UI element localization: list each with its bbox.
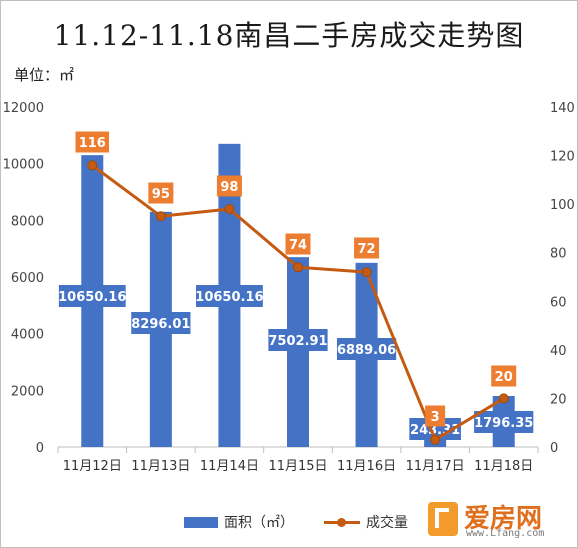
line-data-label: 95 xyxy=(152,187,170,202)
line-data-label-box xyxy=(216,175,242,197)
unit-label: 单位：㎡ xyxy=(14,66,75,84)
line-point xyxy=(224,204,235,214)
bar-data-label-box xyxy=(196,285,263,307)
y-right-tick-label: 140 xyxy=(550,101,575,116)
line-data-label: 74 xyxy=(289,238,307,253)
line-data-label: 20 xyxy=(495,370,513,385)
line-data-label-box xyxy=(148,182,174,204)
x-tick-label: 11月17日 xyxy=(406,459,465,474)
bar-data-label-box xyxy=(268,329,328,351)
line-point xyxy=(155,211,166,222)
site-logo: 爱房网 www.Lfang.com xyxy=(428,498,570,542)
logo-brand: 爱房网 xyxy=(464,504,543,534)
y-right-tick-label: 120 xyxy=(550,150,575,165)
y-left-tick-label: 8000 xyxy=(11,214,44,229)
bar-data-label: 10650.16 xyxy=(195,290,263,305)
y-right-tick-label: 60 xyxy=(550,295,567,310)
line-data-label: 116 xyxy=(79,136,106,151)
bar-data-label-box xyxy=(336,338,397,360)
bar-data-label: 1796.35 xyxy=(474,416,533,431)
y-right-tick-label: 20 xyxy=(550,392,567,407)
legend-bar-label: 面积（㎡） xyxy=(224,515,294,531)
x-tick-label: 11月14日 xyxy=(200,459,259,474)
y-left-tick-label: 4000 xyxy=(11,328,44,343)
bar-data-label: 7502.91 xyxy=(268,334,327,349)
line-data-label-box xyxy=(425,405,446,427)
bar-data-label: 6889.06 xyxy=(337,343,396,358)
line-point xyxy=(87,160,98,171)
line-data-label: 3 xyxy=(431,410,440,425)
line-data-label: 98 xyxy=(220,180,238,195)
chart-title: 11.12-11.18南昌二手房成交走势图 xyxy=(53,19,525,52)
line-data-label-box xyxy=(75,131,110,153)
legend-line-label: 成交量 xyxy=(366,515,408,531)
legend-line-swatch xyxy=(324,517,360,528)
bar-data-label-box xyxy=(474,411,534,433)
legend-bar-swatch xyxy=(184,516,218,528)
line-data-label-box xyxy=(491,365,517,387)
line-data-label-box xyxy=(285,233,311,255)
logo-site: www.Lfang.com xyxy=(466,528,545,539)
line-data-label: 72 xyxy=(358,242,376,257)
x-tick-label: 11月12日 xyxy=(63,459,122,474)
y-right-tick-label: 40 xyxy=(550,344,567,359)
y-right-tick-label: 80 xyxy=(550,247,567,262)
line-point xyxy=(293,262,303,273)
bar-data-label: 243.31 xyxy=(410,423,460,438)
y-left-tick-label: 12000 xyxy=(3,101,44,116)
line-data-label-box xyxy=(354,237,380,259)
x-tick-label: 11月18日 xyxy=(474,459,533,474)
bar-data-label-box xyxy=(131,312,191,334)
bar-data-label-box xyxy=(409,418,461,440)
y-right-tick-label: 100 xyxy=(550,198,575,213)
x-tick-label: 11月16日 xyxy=(337,459,396,474)
y-left-tick-label: 2000 xyxy=(11,384,44,399)
x-tick-label: 11月15日 xyxy=(268,459,327,474)
y-left-tick-label: 10000 xyxy=(3,158,44,173)
bar-data-label-box xyxy=(58,285,126,307)
y-right-tick-label: 0 xyxy=(550,441,558,456)
line-point xyxy=(430,434,441,445)
logo-badge-icon xyxy=(428,502,458,536)
line-point xyxy=(498,393,509,404)
legend: 面积（㎡） 成交量 xyxy=(184,512,408,532)
bar xyxy=(287,257,309,447)
y-left-tick-label: 6000 xyxy=(11,271,44,286)
bar-data-label: 10650.16 xyxy=(58,290,126,305)
x-tick-label: 11月13日 xyxy=(131,459,190,474)
bar-data-label: 8296.01 xyxy=(131,317,190,332)
line-point xyxy=(361,267,372,278)
y-left-tick-label: 0 xyxy=(36,441,44,456)
